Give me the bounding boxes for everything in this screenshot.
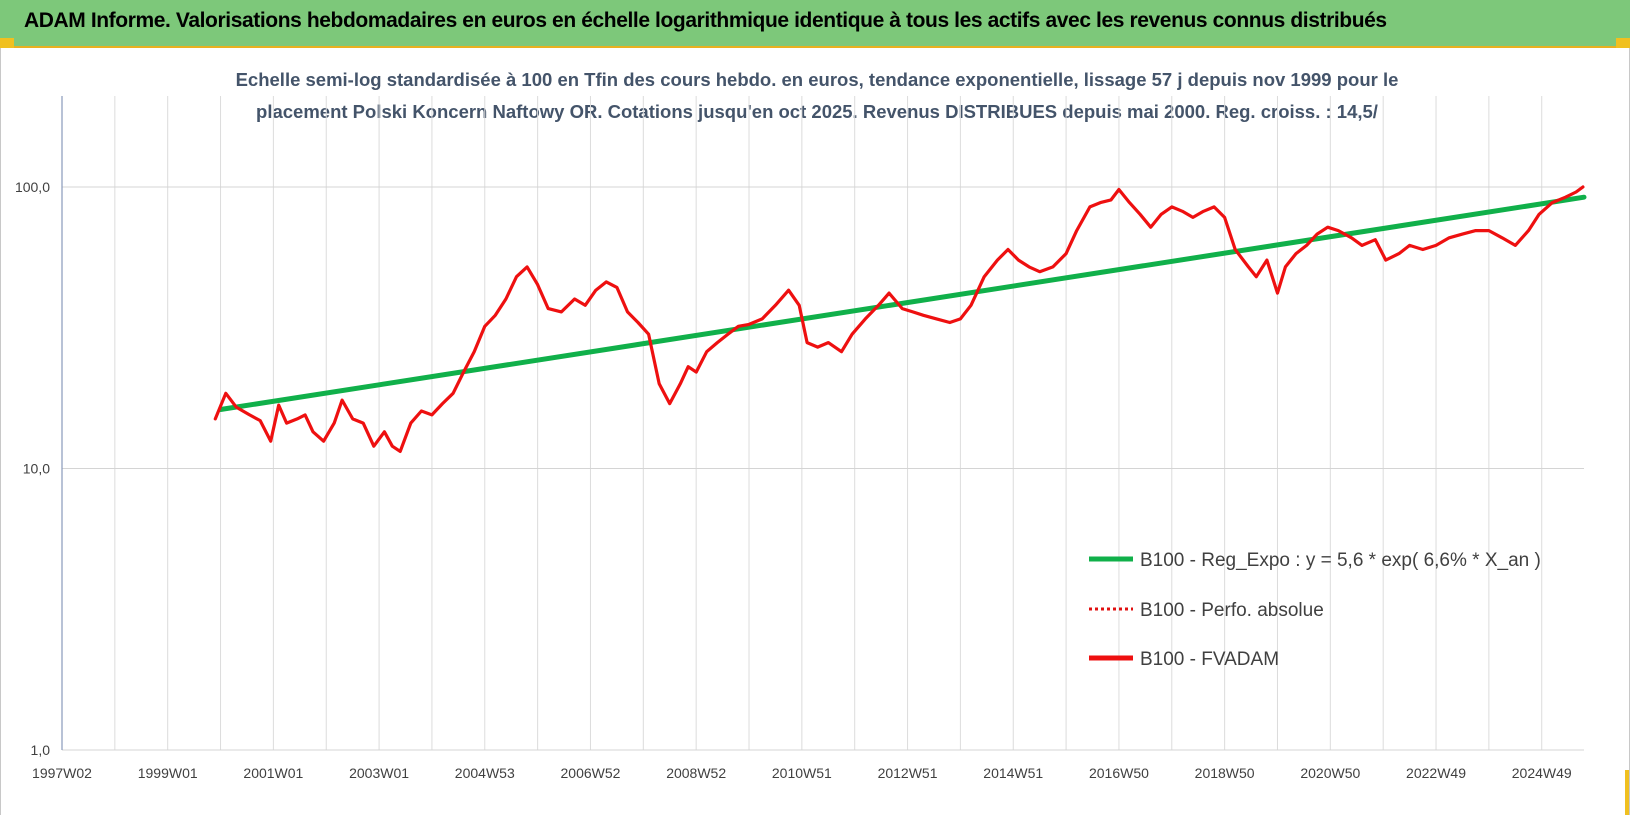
series-layer: [213, 185, 1587, 453]
header-banner: ADAM Informe. Valorisations hebdomadaire…: [0, 0, 1630, 48]
legend-label: B100 - Reg_Expo : y = 5,6 * exp( 6,6% * …: [1140, 550, 1541, 571]
chart-frame: Echelle semi-log standardisée à 100 en T…: [0, 48, 1630, 815]
x-tick-label: 2012W51: [878, 765, 938, 781]
chart-subtitle-line-2: placement Polski Koncern Naftowy OR. Cot…: [256, 101, 1378, 122]
corner-marker: [0, 38, 14, 48]
x-tick-label: 2020W50: [1300, 765, 1360, 781]
corner-marker: [1625, 770, 1630, 815]
y-tick-label: 100,0: [15, 179, 50, 195]
x-tick-label: 2018W50: [1195, 765, 1255, 781]
x-tick-label: 1999W01: [138, 765, 198, 781]
x-tick-label: 1997W02: [32, 765, 92, 781]
y-tick-label: 1,0: [31, 742, 51, 758]
x-tick-label: 2001W01: [243, 765, 303, 781]
grid: [61, 96, 1584, 751]
chart-subtitle-line-1: Echelle semi-log standardisée à 100 en T…: [236, 69, 1399, 90]
y-tick-label: 10,0: [23, 461, 50, 477]
legend: B100 - Reg_Expo : y = 5,6 * exp( 6,6% * …: [1089, 550, 1541, 670]
x-tick-label: 2003W01: [349, 765, 409, 781]
series-line-0: [218, 194, 1587, 412]
x-tick-label: 2006W52: [561, 765, 621, 781]
x-tick-label: 2022W49: [1406, 765, 1466, 781]
chart: Echelle semi-log standardisée à 100 en T…: [15, 69, 1587, 781]
x-tick-label: 2008W52: [666, 765, 726, 781]
legend-label: B100 - FVADAM: [1140, 649, 1279, 670]
legend-label: B100 - Perfo. absolue: [1140, 600, 1324, 621]
x-tick-label: 2024W49: [1512, 765, 1572, 781]
corner-marker: [1616, 38, 1630, 48]
x-tick-label: 2010W51: [772, 765, 832, 781]
x-tick-label: 2014W51: [983, 765, 1043, 781]
x-tick-label: 2016W50: [1089, 765, 1149, 781]
axes: 100,0 10,0 1,0 1997W02 1999W01 2001W01 2003W01…: [15, 96, 1572, 781]
x-tick-label: 2004W53: [455, 765, 515, 781]
page-title: ADAM Informe. Valorisations hebdomadaire…: [24, 9, 1387, 32]
series-line-2: [213, 185, 1585, 453]
